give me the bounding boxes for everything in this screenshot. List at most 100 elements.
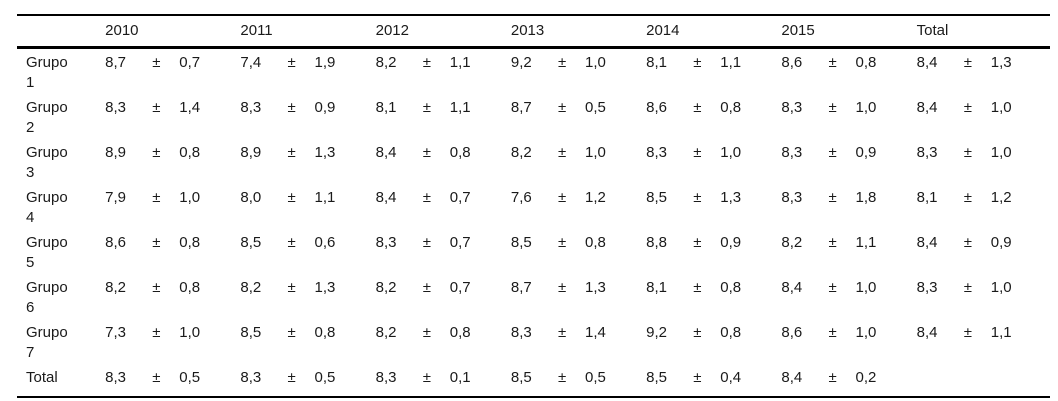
plus-minus-sign: ± <box>287 54 296 71</box>
cell-sd: 1,4 <box>179 99 201 116</box>
plus-minus-sign: ± <box>557 369 567 386</box>
cell-sd: 0,8 <box>179 144 201 161</box>
corner-cell <box>17 15 103 48</box>
plus-minus-sign: ± <box>287 144 296 161</box>
cell-mean: 7,4 <box>240 54 262 71</box>
cell-mean: 8,4 <box>781 279 803 296</box>
cell-mean: 9,2 <box>646 324 667 341</box>
cell-mean: 8,2 <box>105 279 126 296</box>
cell-sd <box>989 364 1050 397</box>
cell-mean: 8,6 <box>781 324 803 341</box>
plus-minus-sign: ± <box>693 324 702 341</box>
table-row-grupo-6: Grupo 6 8,2 ±0,8 8,2 ±1,3 8,2 ±0,7 8,7 ±1,3 8,1 ±0… <box>17 274 1050 319</box>
table-row-total: Total 8,3 ±0,5 8,3 ±0,5 8,3 ±0,1 8,5 ±0,5 8,5 ±0,4… <box>17 364 1050 397</box>
plus-minus-sign: ± <box>963 99 972 116</box>
cell-sd: 0,5 <box>584 369 606 386</box>
cell-sd: 1,0 <box>179 324 201 341</box>
cell-sd: 1,0 <box>720 144 742 161</box>
row-label: Grupo 7 <box>26 324 68 361</box>
cell-mean: 8,8 <box>646 234 667 251</box>
table-body: Grupo 1 8,7 ±0,7 7,4 ±1,9 8,2 ±1,1 9,2 ±1,0 8,1 ±1… <box>17 48 1050 398</box>
cell-sd: 0,7 <box>449 234 471 251</box>
plus-minus-sign: ± <box>693 54 702 71</box>
plus-minus-sign: ± <box>557 54 567 71</box>
cell-mean: 7,3 <box>105 324 126 341</box>
table-row-grupo-4: Grupo 4 7,9 ±1,0 8,0 ±1,1 8,4 ±0,7 7,6 ±1,2 8,5 ±1… <box>17 184 1050 229</box>
cell-mean: 8,3 <box>916 144 938 161</box>
cell-sd: 0,8 <box>855 54 877 71</box>
cell-sd: 0,8 <box>584 234 606 251</box>
plus-minus-sign: ± <box>693 279 702 296</box>
cell-mean: 8,5 <box>240 324 262 341</box>
table-row-grupo-7: Grupo 7 7,3 ±1,0 8,5 ±0,8 8,2 ±0,8 8,3 ±1,4 9,2 ±0… <box>17 319 1050 364</box>
cell-sd: 0,8 <box>449 144 471 161</box>
cell-sd: 1,3 <box>314 279 336 296</box>
plus-minus-sign: ± <box>693 234 702 251</box>
cell-mean: 8,7 <box>510 279 532 296</box>
plus-minus-sign: ± <box>422 189 431 206</box>
cell-sd: 1,0 <box>584 54 606 71</box>
cell-mean: 8,4 <box>375 189 397 206</box>
column-header-2011: 2011 <box>240 22 273 39</box>
cell-mean: 8,4 <box>916 99 938 116</box>
row-label-cell: Grupo 3 <box>17 139 103 184</box>
cell-mean: 8,1 <box>916 189 938 206</box>
cell-sd: 1,0 <box>584 144 606 161</box>
cell-mean: 8,7 <box>510 99 532 116</box>
plus-minus-sign: ± <box>152 189 161 206</box>
cell-mean: 8,4 <box>916 324 938 341</box>
cell-mean: 8,3 <box>781 189 803 206</box>
cell-sd: 1,1 <box>314 189 336 206</box>
cell-sd: 1,1 <box>449 99 471 116</box>
cell-mean: 8,3 <box>510 324 532 341</box>
plus-minus-sign: ± <box>693 369 702 386</box>
plus-minus-sign: ± <box>152 279 161 296</box>
row-label-cell: Total <box>17 364 103 397</box>
cell-sd: 0,9 <box>314 99 336 116</box>
plus-minus-sign: ± <box>287 99 296 116</box>
cell-mean: 8,3 <box>240 369 262 386</box>
table-header-row: 2010 2011 2012 2013 2014 2015 Total <box>17 15 1050 48</box>
plus-minus-sign: ± <box>287 234 296 251</box>
plus-minus-sign: ± <box>828 279 837 296</box>
cell-mean: 8,1 <box>646 54 667 71</box>
plus-minus-sign: ± <box>557 324 567 341</box>
plus-minus-sign: ± <box>287 189 296 206</box>
plus-minus-sign: ± <box>152 144 161 161</box>
cell-sd: 1,0 <box>179 189 201 206</box>
cell-mean: 8,7 <box>105 54 126 71</box>
cell-sd: 0,8 <box>720 279 742 296</box>
column-header-2012: 2012 <box>375 22 409 39</box>
cell-mean: 8,3 <box>781 144 803 161</box>
cell-sd: 0,9 <box>720 234 742 251</box>
plus-minus-sign: ± <box>828 324 837 341</box>
plus-minus-sign: ± <box>963 54 972 71</box>
cell-mean: 8,4 <box>916 234 938 251</box>
row-label-cell: Grupo 5 <box>17 229 103 274</box>
cell-sd: 0,5 <box>314 369 336 386</box>
row-label: Total <box>26 369 58 386</box>
plus-minus-sign: ± <box>963 324 972 341</box>
cell-sd: 1,2 <box>584 189 606 206</box>
column-header-total: Total <box>916 22 949 39</box>
plus-minus-sign: ± <box>557 99 567 116</box>
row-label: Grupo 4 <box>26 189 68 226</box>
cell-sd: 0,4 <box>720 369 742 386</box>
cell-sd: 1,0 <box>855 99 877 116</box>
column-header-2010: 2010 <box>105 22 139 39</box>
cell-sd: 1,3 <box>314 144 336 161</box>
plus-minus-sign: ± <box>557 144 567 161</box>
cell-mean: 8,6 <box>646 99 667 116</box>
cell-sd: 1,3 <box>584 279 606 296</box>
cell-sd: 0,5 <box>584 99 606 116</box>
table-header: 2010 2011 2012 2013 2014 2015 Total <box>17 15 1050 48</box>
plus-minus-sign <box>961 364 989 397</box>
table-row-grupo-1: Grupo 1 8,7 ±0,7 7,4 ±1,9 8,2 ±1,1 9,2 ±1,0 8,1 ±1… <box>17 48 1050 95</box>
cell-mean: 8,0 <box>240 189 262 206</box>
plus-minus-sign: ± <box>557 189 567 206</box>
cell-mean: 8,2 <box>510 144 532 161</box>
cell-sd: 0,7 <box>179 54 201 71</box>
cell-mean: 9,2 <box>510 54 532 71</box>
cell-mean: 8,6 <box>105 234 126 251</box>
column-header-2013: 2013 <box>510 22 545 39</box>
